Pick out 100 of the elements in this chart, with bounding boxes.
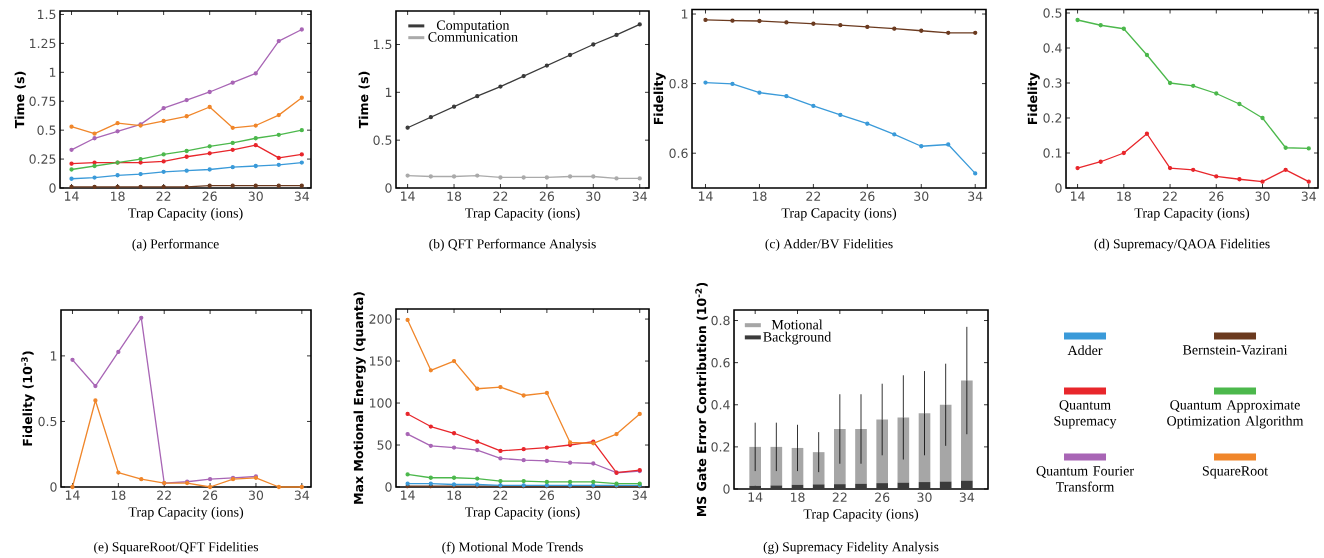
y-tick-label: 0 bbox=[1055, 183, 1062, 193]
x-tick-label: 22 bbox=[493, 191, 508, 201]
y-tick-label: 0.2 bbox=[711, 442, 730, 452]
y-tick-label: 0 bbox=[723, 484, 730, 494]
text: (f) Motional Mode Trends bbox=[442, 541, 583, 555]
y-tick-label: 200 bbox=[369, 314, 392, 324]
text: (g) Supremacy Fidelity Analysis bbox=[763, 541, 939, 555]
y-tick-label: 0.5 bbox=[373, 135, 392, 145]
legend-label: Bernstein-Vazirani bbox=[1182, 345, 1288, 355]
x-axis-title: Trap Capacity (ions) bbox=[1134, 207, 1250, 221]
x-tick-label: 22 bbox=[156, 191, 171, 201]
y-axis-title: Max Motional Energy (quanta) bbox=[353, 292, 366, 504]
y-tick-label: 0.6 bbox=[669, 148, 688, 158]
x-axis-title: Trap Capacity (ions) bbox=[781, 207, 897, 221]
x-tick-label: 26 bbox=[539, 490, 555, 500]
y-tick-label: 1.25 bbox=[30, 38, 56, 49]
x-tick-label: 22 bbox=[493, 490, 508, 500]
y-tick-label: 0.1 bbox=[1043, 148, 1062, 158]
x-tick-label: 18 bbox=[111, 490, 126, 500]
x-tick-label: 30 bbox=[914, 191, 929, 201]
text: (b) QFT Performance Analysis bbox=[429, 238, 596, 252]
x-tick-label: 22 bbox=[806, 191, 821, 201]
y-tick-label: 1.5 bbox=[37, 9, 56, 20]
y-tick-label: 0.8 bbox=[669, 78, 688, 89]
text: (e) SquareRoot/QFT Fidelities bbox=[94, 541, 259, 555]
x-tick-label: 30 bbox=[248, 490, 264, 500]
legend-label: Adder bbox=[1067, 345, 1103, 356]
y-axis-title: Fidelity bbox=[1027, 72, 1040, 125]
x-axis-title: Trap Capacity (ions) bbox=[128, 506, 244, 520]
x-tick-label: 18 bbox=[447, 191, 462, 201]
x-tick-label: 26 bbox=[202, 191, 217, 201]
x-tick-label: 30 bbox=[586, 191, 601, 201]
x-tick-label: 18 bbox=[447, 490, 462, 500]
x-tick-label: 34 bbox=[968, 191, 983, 201]
x-tick-label: 26 bbox=[875, 492, 890, 502]
legend-label: Motional bbox=[771, 319, 823, 330]
y-tick-label: 0 bbox=[385, 183, 392, 193]
x-tick-label: 30 bbox=[586, 490, 601, 500]
x-axis-title: Trap Capacity (ions) bbox=[465, 506, 580, 520]
y-tick-label: 0.5 bbox=[38, 416, 57, 427]
y-tick-label: 0.6 bbox=[711, 357, 730, 368]
x-tick-label: 14 bbox=[65, 490, 80, 500]
y-tick-label: 0 bbox=[385, 482, 392, 492]
x-axis-title: Trap Capacity (ions) bbox=[128, 207, 243, 221]
y-tick-label: 1 bbox=[50, 351, 57, 361]
x-tick-label: 26 bbox=[1209, 191, 1224, 201]
y-tick-label: 50 bbox=[377, 440, 392, 450]
y-tick-label: 1 bbox=[49, 67, 56, 77]
y-tick-label: 0.4 bbox=[711, 400, 730, 410]
x-tick-label: 22 bbox=[157, 490, 171, 500]
y-tick-label: 1 bbox=[681, 9, 688, 19]
x-tick-label: 14 bbox=[1071, 191, 1085, 201]
y-tick-label: 1 bbox=[385, 87, 392, 97]
x-tick-label: 34 bbox=[959, 492, 975, 502]
x-tick-label: 26 bbox=[203, 490, 218, 500]
y-axis-title: Fidelity bbox=[653, 72, 666, 125]
y-tick-label: 0 bbox=[49, 183, 56, 193]
x-axis-title: Trap Capacity (ions) bbox=[465, 207, 580, 221]
x-tick-label: 14 bbox=[401, 490, 415, 500]
y-axis-title: MS Gate Error Contribution (10$^{-2}$) bbox=[695, 282, 708, 517]
legend-label: Quantum Approximate Optimization Algorithm bbox=[1167, 400, 1304, 429]
y-tick-label: 0.5 bbox=[37, 125, 56, 135]
y-tick-label: 1.5 bbox=[373, 39, 392, 50]
x-tick-label: 34 bbox=[294, 191, 310, 201]
x-tick-label: 18 bbox=[790, 492, 805, 502]
y-axis-title: Time (s) bbox=[358, 71, 370, 129]
x-tick-label: 30 bbox=[248, 191, 263, 201]
y-axis-title: Time (s) bbox=[14, 71, 26, 129]
x-tick-label: 14 bbox=[401, 191, 415, 201]
y-tick-label: 0.4 bbox=[1043, 43, 1062, 53]
text: (d) Supremacy/QAOA Fidelities bbox=[1094, 238, 1270, 252]
y-tick-label: 0.3 bbox=[1043, 78, 1062, 88]
legend-label: Computation bbox=[436, 20, 510, 33]
x-tick-label: 14 bbox=[698, 191, 713, 201]
x-tick-label: 14 bbox=[748, 492, 763, 502]
legend-label: Background bbox=[763, 331, 832, 345]
legend-label: Communication bbox=[428, 32, 518, 42]
y-axis-title: Fidelity (10$^{-3}$) bbox=[21, 351, 35, 446]
text: (c) Adder/BV Fidelities bbox=[765, 238, 893, 252]
x-tick-label: 34 bbox=[632, 490, 647, 500]
x-tick-label: 26 bbox=[539, 191, 555, 201]
y-tick-label: 150 bbox=[370, 356, 392, 366]
x-tick-label: 34 bbox=[1301, 191, 1317, 201]
legend-label: Quantum Supremacy bbox=[1054, 400, 1117, 429]
legend-label: SquareRoot bbox=[1202, 466, 1268, 479]
y-tick-label: 0.75 bbox=[29, 96, 56, 106]
y-tick-label: 100 bbox=[370, 398, 392, 408]
y-tick-label: 0.2 bbox=[1043, 113, 1062, 123]
x-tick-label: 18 bbox=[111, 191, 125, 201]
legend-label: Quantum Fourier Transform bbox=[1036, 466, 1134, 492]
x-tick-label: 22 bbox=[1163, 191, 1177, 201]
y-tick-label: 0.5 bbox=[1043, 8, 1062, 18]
text: (a) Performance bbox=[132, 238, 219, 252]
x-tick-label: 22 bbox=[832, 492, 847, 502]
x-tick-label: 34 bbox=[294, 490, 310, 500]
y-tick-label: 0.25 bbox=[29, 154, 56, 164]
x-tick-label: 18 bbox=[1117, 191, 1131, 201]
x-tick-label: 18 bbox=[752, 191, 767, 201]
y-tick-label: 0.8 bbox=[711, 315, 730, 326]
x-tick-label: 34 bbox=[632, 191, 647, 201]
